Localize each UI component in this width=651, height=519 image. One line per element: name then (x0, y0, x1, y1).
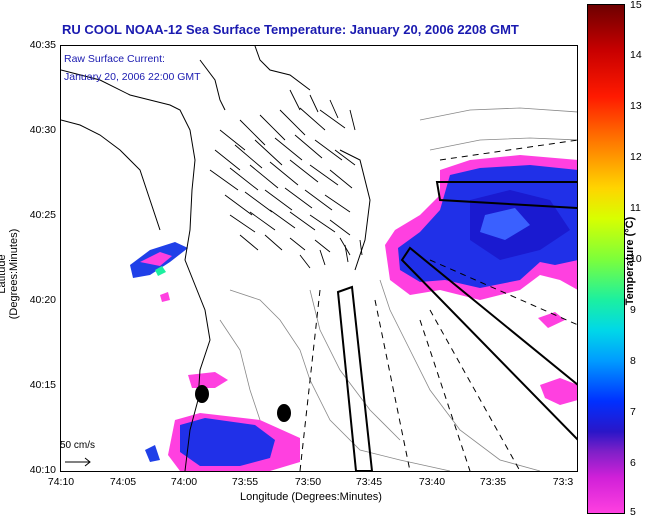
y-tick-label: 40:15 (29, 379, 56, 391)
x-tick-label: 73:3 (552, 476, 574, 488)
y-tick-label: 40:30 (29, 124, 56, 136)
current-vectors (209, 89, 363, 269)
colorbar-tick-label: 11 (630, 202, 641, 214)
coastline (61, 46, 371, 471)
scale-label: 50 cm/s (60, 440, 96, 451)
x-tick-label: 74:10 (47, 476, 75, 488)
x-tick-label: 73:50 (294, 476, 322, 488)
channel-boxes (336, 181, 577, 471)
x-tick-label: 74:05 (109, 476, 137, 488)
colorbar-tick-label: 5 (630, 506, 636, 518)
channel-lines (299, 139, 577, 471)
colorbar-tick-label: 10 (630, 253, 642, 265)
colorbar-tick-label: 14 (630, 49, 642, 61)
x-tick-label: 73:40 (418, 476, 446, 488)
x-tick-label: 73:45 (355, 476, 383, 488)
colorbar-tick-label: 12 (630, 151, 642, 163)
current-label-line1: Raw Surface Current: (64, 53, 165, 65)
y-tick-label: 40:20 (29, 294, 56, 306)
colorbar-tick-label: 15 (630, 0, 642, 11)
colorbar-title: Temperature (°C) (624, 216, 636, 306)
sst-patch-east (385, 155, 577, 405)
map-title: RU COOL NOAA-12 Sea Surface Temperature:… (62, 22, 519, 37)
x-tick-label: 73:55 (231, 476, 259, 488)
temperature-colorbar (587, 4, 625, 514)
y-tick-label: 40:25 (29, 209, 56, 221)
sst-patch-west (130, 242, 300, 471)
colorbar-tick-label: 8 (630, 355, 636, 367)
colorbar-tick-label: 7 (630, 406, 636, 418)
station-marker (195, 385, 209, 403)
station-marker (277, 404, 291, 422)
colorbar-tick-label: 13 (630, 100, 642, 112)
y-axis-title: Latitude (Degrees:Minutes) (0, 228, 20, 320)
x-tick-label: 73:35 (479, 476, 507, 488)
current-label-line2: January 20, 2006 22:00 GMT (64, 71, 201, 83)
colorbar-tick-label: 6 (630, 457, 636, 469)
colorbar-tick-label: 9 (630, 304, 636, 316)
y-tick-label: 40:35 (29, 39, 56, 51)
x-tick-label: 74:00 (170, 476, 198, 488)
x-axis-title: Longitude (Degrees:Minutes) (240, 491, 382, 503)
y-tick-label: 40:10 (29, 464, 56, 476)
scale-arrow (65, 457, 91, 467)
